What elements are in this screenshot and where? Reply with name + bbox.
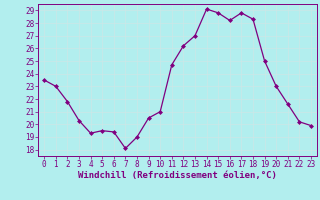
X-axis label: Windchill (Refroidissement éolien,°C): Windchill (Refroidissement éolien,°C) [78, 171, 277, 180]
